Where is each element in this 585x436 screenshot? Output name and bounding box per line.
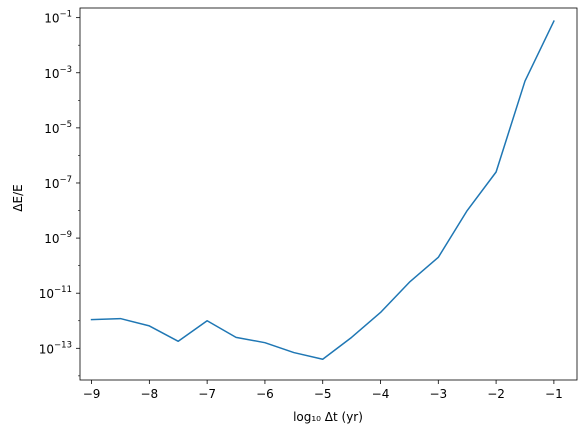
y-tick-exponent: −9 (59, 230, 72, 240)
x-tick-label: −6 (256, 387, 274, 401)
x-tick-label: −4 (372, 387, 390, 401)
y-tick-label: 10−5 (44, 120, 72, 136)
y-tick-label: 10−3 (44, 65, 72, 81)
y-tick-label: 10−13 (39, 340, 72, 356)
plot-frame (79, 7, 578, 381)
y-tick-base: 10 (44, 232, 59, 246)
y-tick-exponent: −3 (59, 65, 72, 75)
y-axis-label: ΔE/E (11, 184, 25, 211)
y-tick-label: 10−9 (44, 230, 72, 246)
y-tick-label: 10−1 (44, 10, 72, 26)
x-tick-label: −5 (314, 387, 332, 401)
y-tick-label: 10−11 (39, 285, 72, 301)
y-tick-base: 10 (44, 122, 59, 136)
y-tick-base: 10 (44, 12, 59, 26)
y-tick-base: 10 (39, 287, 54, 301)
x-tick-label: −9 (83, 387, 101, 401)
y-tick-base: 10 (44, 177, 59, 191)
x-tick-label: −7 (198, 387, 216, 401)
plot-area (80, 8, 577, 380)
x-axis-label: log₁₀ Δt (yr) (293, 410, 363, 424)
x-tick-label: −1 (545, 387, 563, 401)
x-tick-label: −3 (429, 387, 447, 401)
y-tick-exponent: −11 (54, 285, 72, 295)
y-tick-label: 10−7 (44, 175, 72, 191)
y-tick-exponent: −1 (59, 10, 72, 20)
y-tick-exponent: −5 (59, 120, 72, 130)
x-tick-label: −8 (140, 387, 158, 401)
y-tick-exponent: −7 (59, 175, 72, 185)
series-line (90, 20, 555, 361)
y-tick-base: 10 (44, 67, 59, 81)
x-axis-ticks: −9 −8 −7 −6 −5 −4 −3 −2 −1 (83, 380, 563, 401)
y-tick-base: 10 (39, 342, 54, 356)
y-tick-exponent: −13 (54, 340, 72, 350)
x-tick-label: −2 (487, 387, 505, 401)
